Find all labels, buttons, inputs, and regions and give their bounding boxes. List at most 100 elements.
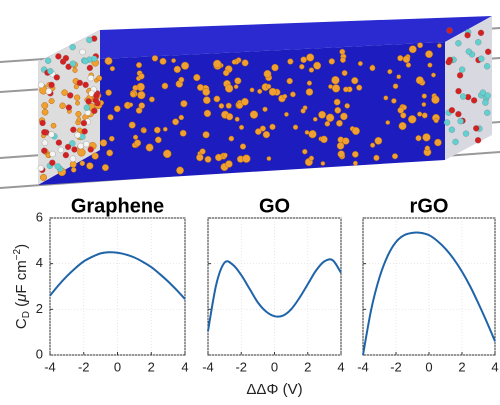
ion — [417, 111, 423, 117]
atom — [81, 128, 88, 135]
ion — [421, 112, 428, 119]
ion — [308, 67, 315, 73]
atom — [44, 57, 52, 64]
ion — [172, 118, 179, 126]
ion — [336, 119, 343, 127]
line — [362, 231, 496, 356]
ion — [162, 126, 168, 132]
atom — [64, 143, 72, 151]
x-axis-label: ΔΔΦ (V) — [246, 381, 302, 398]
ion — [431, 95, 440, 104]
atom — [39, 119, 46, 127]
x-tick-label: -2 — [78, 359, 90, 374]
ion — [299, 64, 305, 70]
ion — [284, 112, 289, 117]
ion — [204, 155, 212, 163]
atom — [82, 57, 89, 65]
y-tick-label: 4 — [36, 255, 43, 270]
ion — [70, 167, 77, 173]
atom — [459, 93, 467, 100]
ion — [425, 50, 433, 59]
ion — [328, 84, 333, 89]
atom — [37, 164, 44, 172]
ion — [415, 76, 424, 85]
atom — [77, 142, 84, 150]
y-axis-label-part: F cm — [13, 260, 30, 293]
atom — [55, 139, 63, 146]
atom — [65, 104, 73, 111]
atom — [45, 88, 52, 95]
ion — [427, 62, 433, 68]
atom — [464, 32, 471, 39]
x-tick-label: 4 — [181, 359, 188, 374]
ion — [241, 59, 249, 67]
ion — [77, 148, 86, 157]
ion — [397, 106, 404, 114]
atom — [47, 68, 54, 75]
ion — [130, 91, 137, 98]
atom — [83, 140, 90, 148]
ion — [181, 61, 190, 70]
ion — [75, 100, 80, 106]
atom — [87, 146, 94, 153]
ion — [320, 135, 328, 144]
ion — [249, 110, 259, 119]
ion — [405, 62, 412, 68]
ion — [374, 137, 383, 145]
x-tick-label: -4 — [202, 359, 214, 374]
atom — [62, 55, 70, 62]
ion — [352, 160, 358, 166]
atom — [448, 126, 456, 133]
ion — [171, 58, 176, 63]
ion — [107, 114, 114, 121]
atom — [57, 146, 65, 154]
ion — [137, 91, 146, 100]
ion — [109, 66, 115, 72]
ion — [357, 61, 363, 67]
ion — [213, 59, 222, 69]
ion — [76, 117, 82, 122]
ion — [268, 87, 277, 96]
ion — [238, 124, 245, 130]
ion — [101, 164, 109, 172]
ion — [387, 69, 393, 75]
ion — [61, 89, 68, 96]
ion — [74, 94, 81, 101]
atom — [91, 55, 98, 62]
ion — [266, 156, 272, 161]
ion — [370, 142, 376, 148]
ion — [151, 55, 159, 62]
ion — [173, 65, 181, 73]
atom — [452, 138, 459, 146]
atom — [484, 109, 491, 116]
atom — [70, 126, 77, 133]
atom — [83, 104, 90, 111]
x-tick-label: -4 — [357, 359, 369, 374]
atom — [69, 43, 76, 51]
ion — [422, 133, 431, 142]
x-tick-label: 0 — [114, 359, 121, 374]
atom — [74, 131, 81, 139]
ion — [287, 58, 294, 65]
atom — [48, 131, 55, 138]
simulation-render — [0, 16, 500, 189]
ion — [202, 131, 210, 139]
ion — [340, 112, 348, 121]
ion — [262, 106, 268, 112]
ion — [48, 98, 55, 105]
atom — [479, 89, 487, 96]
ion — [271, 63, 279, 72]
ion — [108, 135, 115, 142]
atom — [41, 147, 48, 154]
ion — [236, 102, 244, 109]
ion — [300, 108, 306, 114]
ion — [331, 84, 341, 93]
ion — [391, 153, 398, 160]
atom — [93, 92, 100, 99]
y-tick-label: 2 — [36, 301, 43, 316]
ion — [134, 139, 142, 147]
y-axis-label-part: μ — [13, 294, 30, 303]
x-tick-label: 0 — [271, 359, 278, 374]
plot-area — [207, 217, 342, 356]
